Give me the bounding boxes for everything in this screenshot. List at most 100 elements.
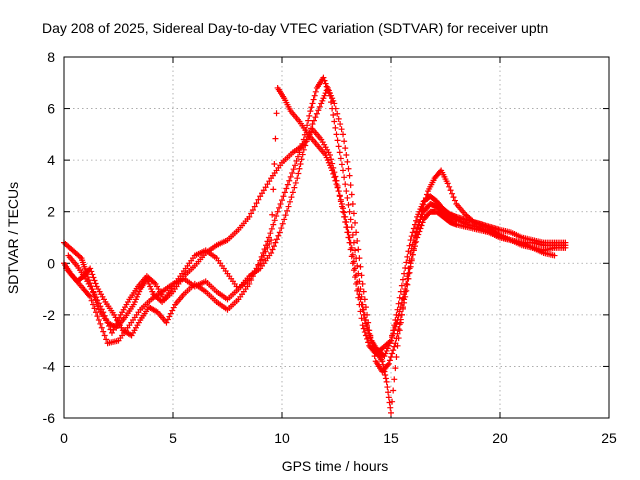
data-point bbox=[100, 309, 107, 316]
data-point bbox=[309, 100, 316, 107]
data-point bbox=[88, 297, 95, 304]
data-point bbox=[272, 135, 279, 142]
data-point bbox=[92, 294, 99, 301]
data-point bbox=[341, 209, 348, 216]
data-point bbox=[342, 213, 349, 220]
data-point bbox=[260, 249, 267, 256]
data-point bbox=[296, 165, 303, 172]
x-tick-label: 15 bbox=[383, 430, 399, 446]
data-point bbox=[389, 398, 396, 405]
data-point bbox=[285, 203, 292, 210]
data-point bbox=[413, 217, 420, 224]
data-point bbox=[386, 357, 393, 364]
data-point bbox=[390, 387, 397, 394]
data-point bbox=[279, 220, 286, 227]
data-point bbox=[340, 167, 347, 174]
data-point bbox=[345, 165, 352, 172]
data-point bbox=[337, 121, 344, 128]
data-point bbox=[332, 177, 339, 184]
data-point bbox=[276, 229, 283, 236]
data-point bbox=[399, 276, 406, 283]
data-point bbox=[289, 170, 296, 177]
data-point bbox=[300, 136, 307, 143]
data-point bbox=[333, 131, 340, 138]
data-point bbox=[449, 190, 456, 197]
data-point bbox=[315, 107, 322, 114]
y-tick-label: -4 bbox=[43, 358, 56, 374]
data-point bbox=[310, 117, 317, 124]
data-point bbox=[345, 201, 352, 208]
data-point bbox=[286, 198, 293, 205]
data-point bbox=[390, 347, 397, 354]
data-point bbox=[87, 293, 94, 300]
data-point bbox=[380, 361, 387, 368]
data-point bbox=[328, 156, 335, 163]
data-point bbox=[418, 222, 425, 229]
data-point bbox=[104, 319, 111, 326]
data-point bbox=[255, 196, 262, 203]
x-tick-label: 10 bbox=[274, 430, 290, 446]
data-marks bbox=[61, 74, 569, 416]
data-point bbox=[164, 316, 171, 323]
data-point bbox=[328, 99, 335, 106]
data-point bbox=[388, 337, 394, 344]
data-point bbox=[343, 188, 350, 195]
data-point bbox=[265, 234, 272, 241]
data-point bbox=[382, 372, 389, 379]
data-point bbox=[404, 273, 411, 280]
data-point bbox=[391, 343, 398, 350]
data-point bbox=[406, 269, 413, 276]
data-point bbox=[282, 212, 289, 219]
data-point bbox=[273, 213, 280, 220]
data-point bbox=[446, 183, 453, 190]
data-point bbox=[444, 180, 451, 187]
x-tick-label: 5 bbox=[169, 430, 177, 446]
data-point bbox=[562, 239, 569, 246]
data-point bbox=[338, 161, 345, 168]
data-point bbox=[348, 244, 355, 251]
y-tick-label: 6 bbox=[47, 101, 55, 117]
data-point bbox=[266, 178, 273, 185]
data-point bbox=[364, 322, 371, 329]
data-point bbox=[277, 200, 284, 207]
data-point bbox=[299, 140, 306, 147]
data-point bbox=[324, 86, 331, 93]
data-point bbox=[334, 184, 341, 191]
chart-title: Day 208 of 2025, Sidereal Day-to-day VTE… bbox=[42, 20, 548, 36]
data-point bbox=[390, 327, 397, 334]
y-tick-label: -6 bbox=[43, 410, 56, 426]
y-tick-label: 0 bbox=[47, 255, 55, 271]
data-point bbox=[97, 303, 104, 310]
data-point bbox=[304, 122, 311, 129]
data-point bbox=[90, 301, 97, 308]
data-point bbox=[88, 268, 95, 275]
data-point bbox=[281, 216, 288, 223]
data-point bbox=[97, 320, 104, 327]
data-point bbox=[343, 151, 350, 158]
series-trace-4 bbox=[61, 74, 558, 416]
data-point bbox=[95, 317, 102, 324]
data-point bbox=[410, 237, 417, 244]
data-point bbox=[296, 149, 303, 156]
data-point bbox=[335, 143, 342, 150]
data-point bbox=[335, 188, 342, 195]
data-point bbox=[391, 322, 398, 329]
data-point bbox=[166, 313, 173, 320]
data-point bbox=[385, 360, 392, 367]
data-point bbox=[98, 324, 105, 331]
data-point bbox=[321, 77, 328, 84]
data-point bbox=[331, 100, 338, 107]
data-point bbox=[358, 272, 365, 279]
data-point bbox=[295, 170, 302, 177]
y-axis-label: SDTVAR / TECUs bbox=[5, 182, 21, 294]
y-tick-label: 8 bbox=[47, 49, 55, 65]
data-point bbox=[325, 89, 332, 96]
data-point bbox=[392, 317, 399, 324]
data-point bbox=[399, 304, 406, 311]
data-point bbox=[87, 265, 94, 272]
data-point bbox=[276, 204, 283, 211]
data-point bbox=[379, 358, 386, 365]
data-point bbox=[356, 278, 363, 285]
data-point bbox=[270, 221, 277, 228]
data-point bbox=[305, 117, 312, 124]
